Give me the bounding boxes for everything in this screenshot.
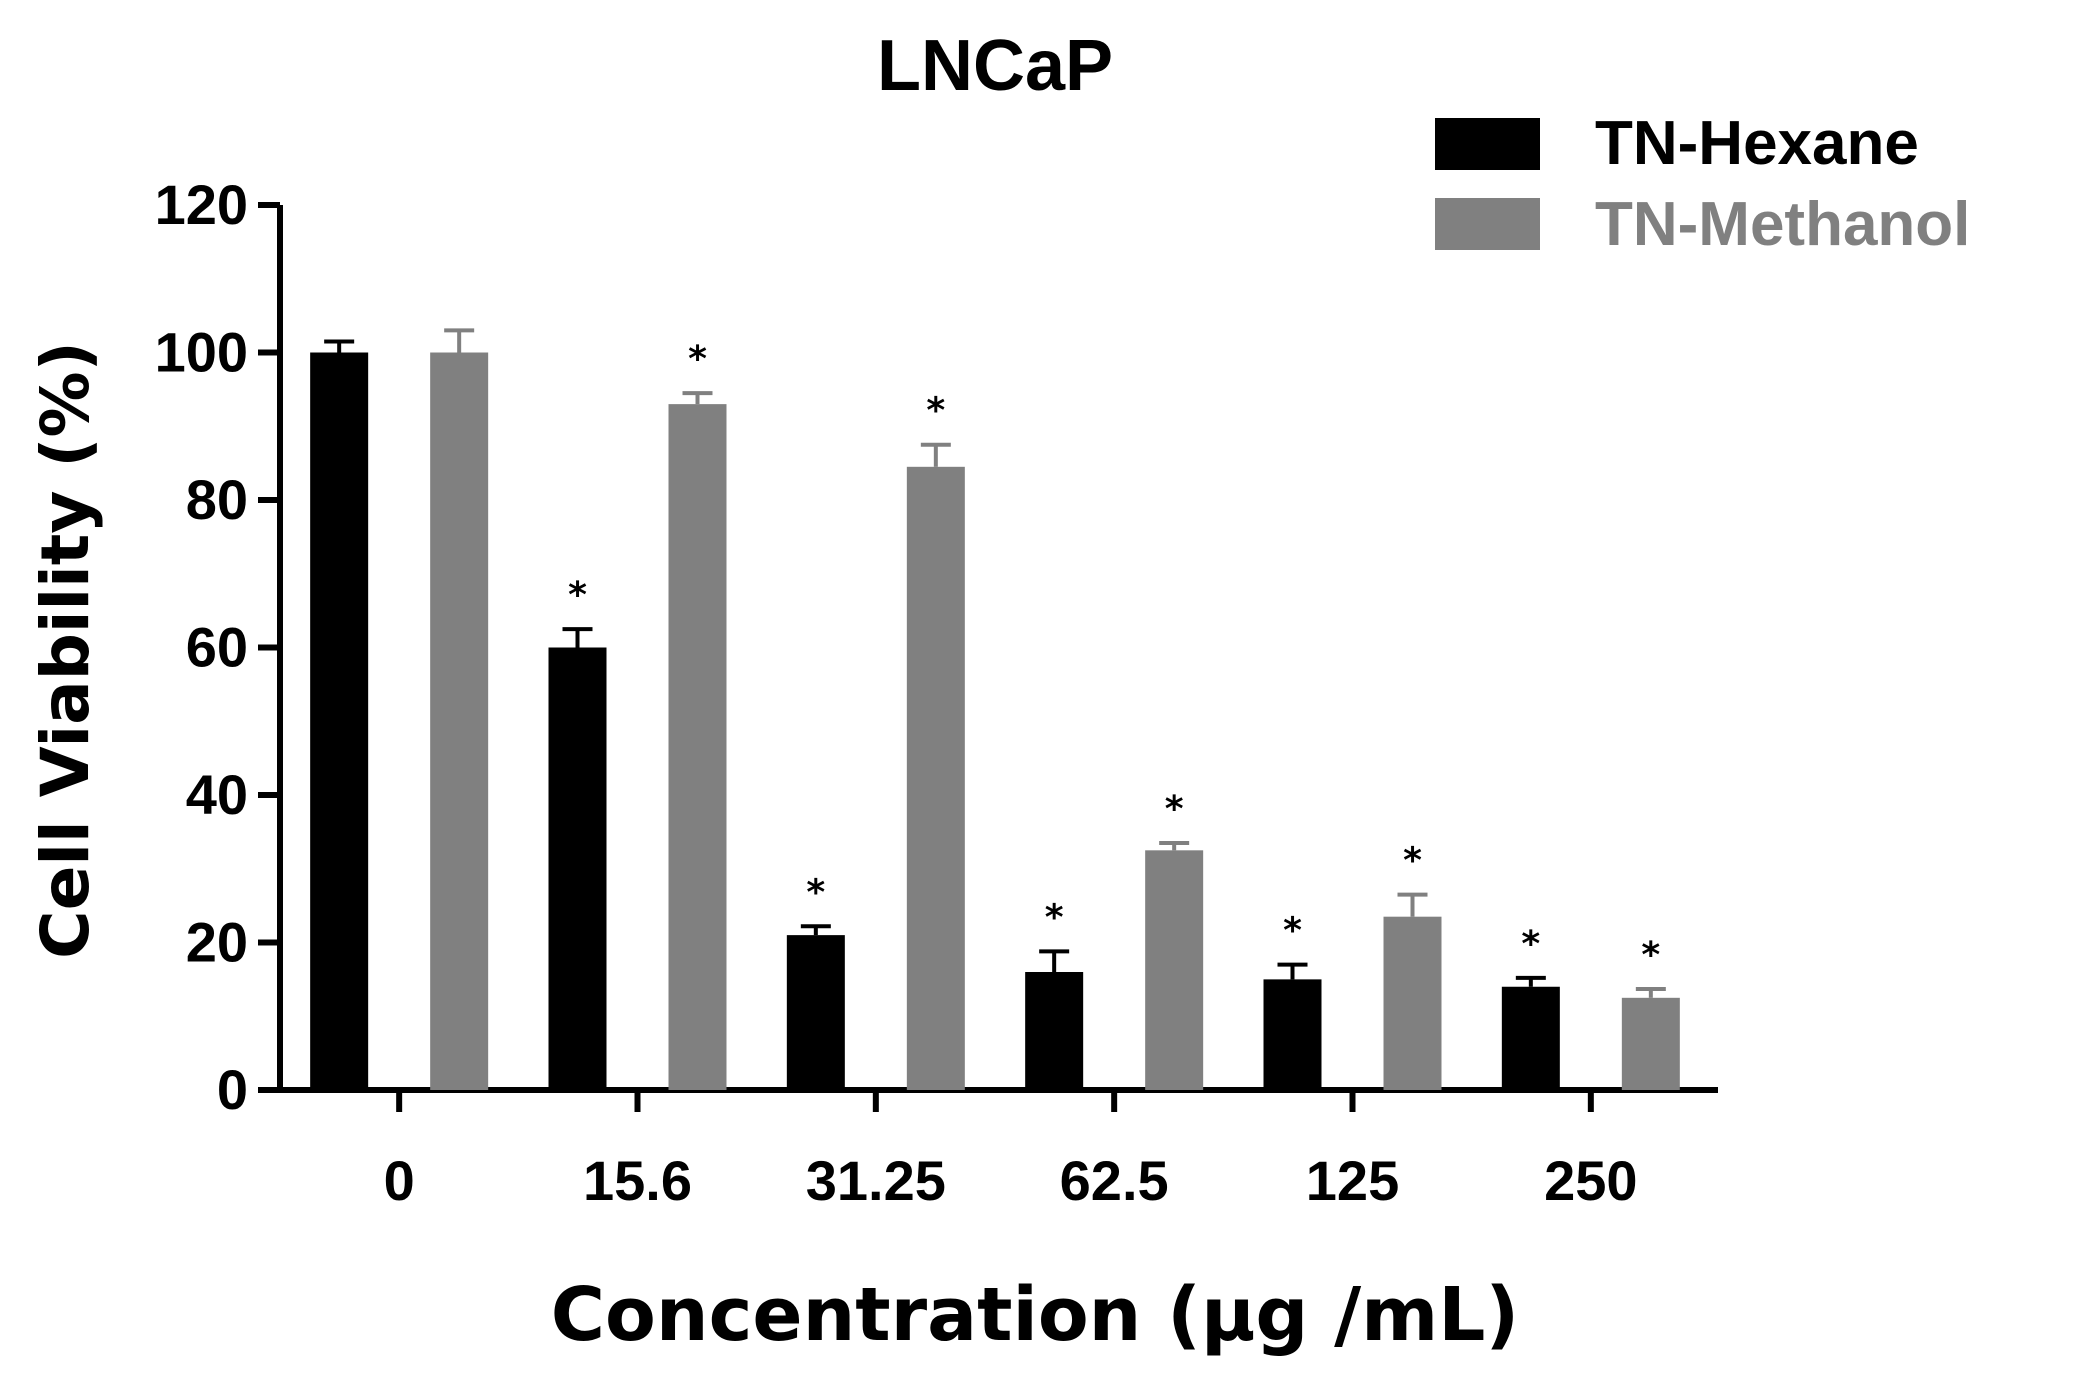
y-axis-label: Cell Viability (%) <box>27 341 104 959</box>
y-tick-label: 20 <box>186 911 248 974</box>
bar-tn-methanol <box>1621 997 1680 1090</box>
significance-marker: * <box>1521 924 1540 965</box>
bar-tn-hexane <box>310 352 369 1090</box>
bar-tn-methanol <box>430 352 489 1090</box>
chart-title: LNCaP <box>877 26 1113 106</box>
y-tick-label: 100 <box>155 321 248 384</box>
x-axis-label: Concentration (μg /mL) <box>551 1272 1520 1358</box>
y-tick-label: 120 <box>155 173 248 236</box>
y-tick-label: 80 <box>186 468 248 531</box>
significance-marker: * <box>1165 789 1184 830</box>
significance-marker: * <box>568 575 587 616</box>
legend-swatch-hexane <box>1435 118 1540 170</box>
significance-marker: * <box>1045 897 1064 938</box>
bar-tn-methanol <box>1383 916 1442 1090</box>
x-tick-label: 15.6 <box>583 1149 692 1212</box>
bar-tn-hexane <box>548 647 607 1090</box>
y-tick-label: 40 <box>186 763 248 826</box>
legend: TN-Hexane TN-Methanol <box>1435 109 1970 259</box>
bar-tn-hexane <box>1263 979 1322 1090</box>
bar-tn-methanol <box>906 466 965 1090</box>
significance-marker: * <box>688 339 707 380</box>
bar-tn-hexane <box>1501 986 1560 1090</box>
legend-label-hexane: TN-Hexane <box>1595 109 1919 178</box>
bar-tn-hexane <box>786 935 845 1090</box>
bar-tn-hexane <box>1025 972 1084 1090</box>
significance-marker: * <box>1283 911 1302 952</box>
x-tick-label: 62.5 <box>1060 1149 1169 1212</box>
significance-marker: * <box>926 391 945 432</box>
plot-area: 0 20 40 60 80 100 120 0 15.6 * * 31.25 * * 62.5 * * 125 * *… <box>155 173 1718 1212</box>
significance-marker: * <box>1403 841 1422 882</box>
significance-marker: * <box>806 872 825 913</box>
legend-swatch-methanol <box>1435 198 1540 250</box>
significance-marker: * <box>1641 935 1660 976</box>
bar-tn-methanol <box>1145 850 1204 1090</box>
x-tick-label: 31.25 <box>806 1149 946 1212</box>
x-tick-label: 0 <box>384 1149 415 1212</box>
y-tick-label: 60 <box>186 616 248 679</box>
legend-label-methanol: TN-Methanol <box>1595 190 1970 259</box>
y-tick-label: 0 <box>217 1058 248 1121</box>
x-tick-label: 125 <box>1306 1149 1399 1212</box>
bar-tn-methanol <box>668 404 727 1090</box>
x-tick-label: 250 <box>1544 1149 1637 1212</box>
